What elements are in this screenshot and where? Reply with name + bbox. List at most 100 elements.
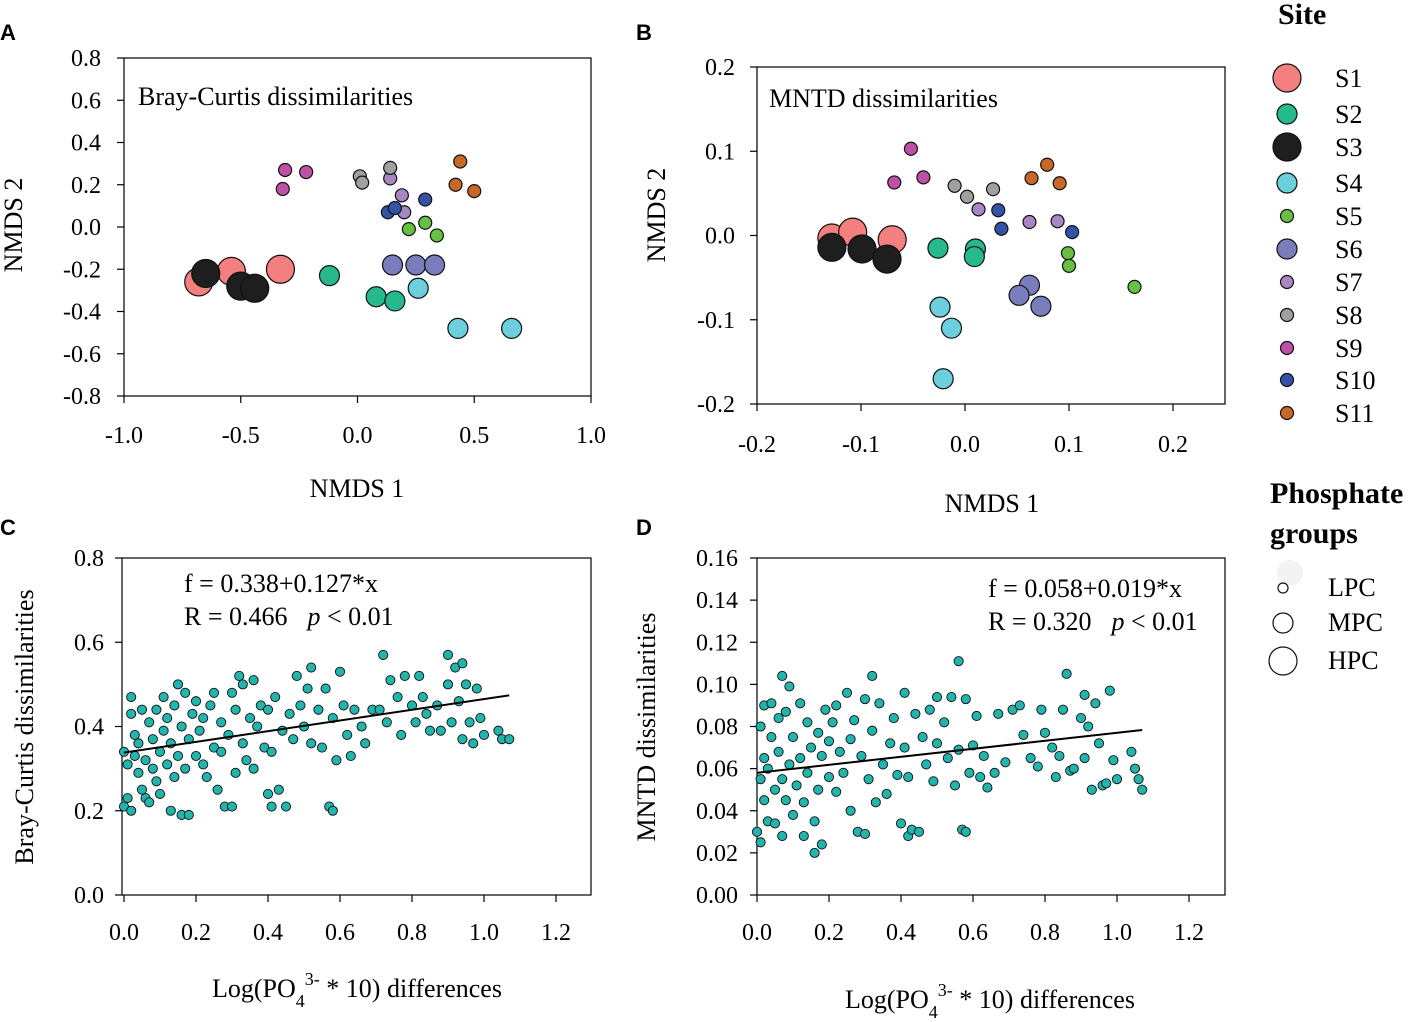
- data-point: [460, 679, 472, 690]
- data-point: [327, 805, 338, 816]
- data-point: [1054, 750, 1065, 762]
- data-point: [867, 670, 878, 682]
- data-point: [1126, 746, 1137, 757]
- data-point: [766, 698, 777, 709]
- data-point: [1047, 742, 1058, 753]
- data-point: [1036, 704, 1047, 715]
- legend-marker: [1272, 132, 1302, 162]
- data-point: [147, 763, 158, 774]
- data-point: [187, 708, 198, 719]
- legend-marker: [1272, 612, 1294, 634]
- data-point: [280, 801, 292, 812]
- data-point: [316, 742, 328, 753]
- series-S4: [407, 277, 523, 339]
- panel-C: C 0.0 0.2 0.4 0.6 0.8 1.0 1.2 0.0 0.2 0.4 0.6 0.8 Log…: [0, 515, 592, 1011]
- data-point-S9: [903, 141, 919, 156]
- data-point: [320, 683, 331, 694]
- legend-marker: [1276, 103, 1298, 125]
- data-point: [392, 691, 403, 703]
- data-point: [237, 679, 248, 690]
- x-tick-label: 0.8: [1030, 920, 1060, 946]
- y-tick-label: 0.0: [71, 215, 101, 241]
- data-point: [809, 816, 820, 827]
- data-point: [284, 708, 295, 719]
- x-tick-label: 0.2: [1158, 432, 1188, 458]
- data-point: [230, 704, 241, 715]
- data-point: [169, 700, 180, 711]
- data-point: [784, 681, 795, 692]
- data-point-S2: [927, 237, 949, 259]
- x-tick-label: -0.5: [222, 423, 260, 449]
- data-point: [266, 801, 277, 812]
- data-point: [989, 767, 1000, 778]
- data-point: [971, 710, 982, 722]
- data-point: [798, 797, 809, 808]
- x-axis-label-subscript: 4: [929, 1002, 938, 1022]
- data-point: [126, 708, 137, 719]
- data-point: [780, 795, 791, 806]
- legend-label: S11: [1335, 399, 1375, 428]
- x-axis-label: NMDS 1: [310, 474, 405, 503]
- data-point: [385, 675, 396, 686]
- data-point: [190, 750, 202, 762]
- series-S11: [448, 154, 482, 199]
- data-point: [795, 698, 806, 709]
- scatter-points: [751, 656, 1148, 858]
- data-point: [295, 700, 306, 711]
- data-point: [342, 729, 353, 740]
- legend-label: MPC: [1328, 608, 1383, 637]
- legend-marker: [1277, 582, 1289, 594]
- data-point: [1129, 763, 1141, 774]
- panel-label: A: [0, 20, 16, 45]
- data-point: [453, 696, 464, 707]
- legend-marker: [1279, 307, 1295, 323]
- data-point: [823, 772, 835, 783]
- data-point-S6: [1030, 295, 1052, 317]
- legend-item-S7: S7: [1279, 268, 1362, 297]
- data-point: [877, 759, 889, 770]
- data-point: [1104, 685, 1115, 696]
- data-point: [1068, 763, 1079, 774]
- p-value: < 0.01: [1125, 607, 1198, 636]
- data-point-S11: [467, 183, 482, 199]
- data-point: [277, 725, 288, 736]
- data-point: [773, 713, 784, 724]
- data-point-S3: [817, 232, 847, 262]
- data-point: [356, 721, 367, 732]
- data-point-S4: [501, 317, 523, 339]
- x-axis-label-text: * 10) differences: [953, 985, 1135, 1014]
- y-tick-label: 0.1: [705, 139, 735, 165]
- data-point: [144, 797, 155, 808]
- legend-label: S2: [1335, 100, 1362, 129]
- data-point: [975, 772, 986, 783]
- data-point: [777, 774, 788, 785]
- data-point: [1025, 753, 1036, 764]
- legend-item-S2: S2: [1276, 100, 1362, 129]
- data-point-S11: [453, 154, 468, 169]
- data-point: [931, 691, 943, 703]
- data-point: [874, 698, 885, 709]
- data-point: [823, 736, 835, 747]
- data-point-S11: [448, 177, 463, 192]
- data-point: [212, 784, 223, 795]
- panel-D: D 0.0 0.2 0.4 0.6 0.8 1.0 1.2 0.00 0.02 0.04 0.06 0.…: [632, 515, 1226, 1022]
- data-point: [360, 738, 371, 749]
- x-axis-label-text: Log(PO: [212, 974, 296, 1003]
- legend-item-S6: S6: [1276, 235, 1362, 264]
- regression-stats: R = 0.466 p < 0.01: [184, 602, 394, 631]
- x-tick-label: 1.2: [1174, 920, 1204, 946]
- series-S7: [971, 202, 1065, 230]
- x-axis-label: Log(PO43- * 10) differences: [845, 980, 1135, 1022]
- y-axis-label: MNTD dissimilarities: [632, 613, 661, 842]
- legend-marker: [1279, 274, 1295, 290]
- data-point-S5: [1127, 279, 1142, 294]
- data-point-S3: [847, 234, 877, 264]
- r-value: R = 0.320: [988, 607, 1092, 636]
- data-point: [169, 772, 180, 783]
- y-tick-label: 0.0: [74, 883, 104, 909]
- data-point: [151, 704, 162, 715]
- data-point: [892, 769, 903, 780]
- x-axis-label-text: * 10) differences: [320, 974, 502, 1003]
- series-S9: [275, 162, 314, 197]
